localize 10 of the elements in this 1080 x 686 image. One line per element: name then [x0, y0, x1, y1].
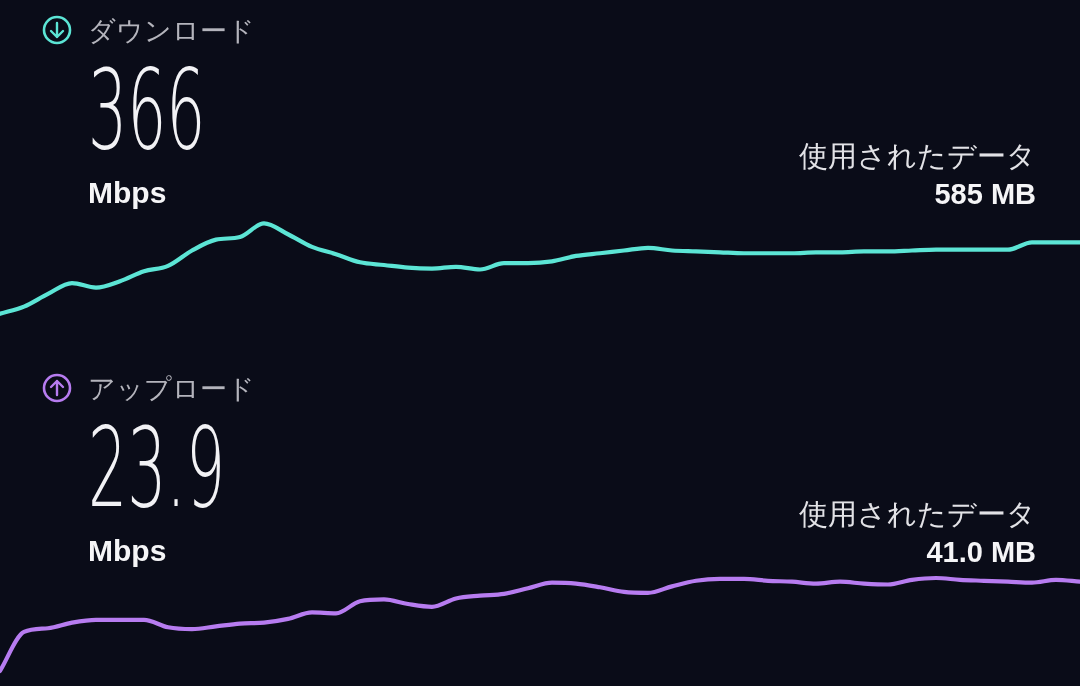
text: 使用されたデータ [799, 497, 1036, 531]
text: 366 [88, 45, 206, 174]
text: Mbps [88, 534, 167, 567]
chart-title: アップロード [88, 373, 255, 404]
chart-title: ダウンロード [88, 15, 255, 46]
text: Mbps [88, 176, 167, 209]
text: 23.9 [88, 403, 226, 532]
text: 使用されたデータ [799, 139, 1036, 173]
text: 585 MB [934, 178, 1036, 210]
text: 41.0 MB [926, 536, 1036, 568]
